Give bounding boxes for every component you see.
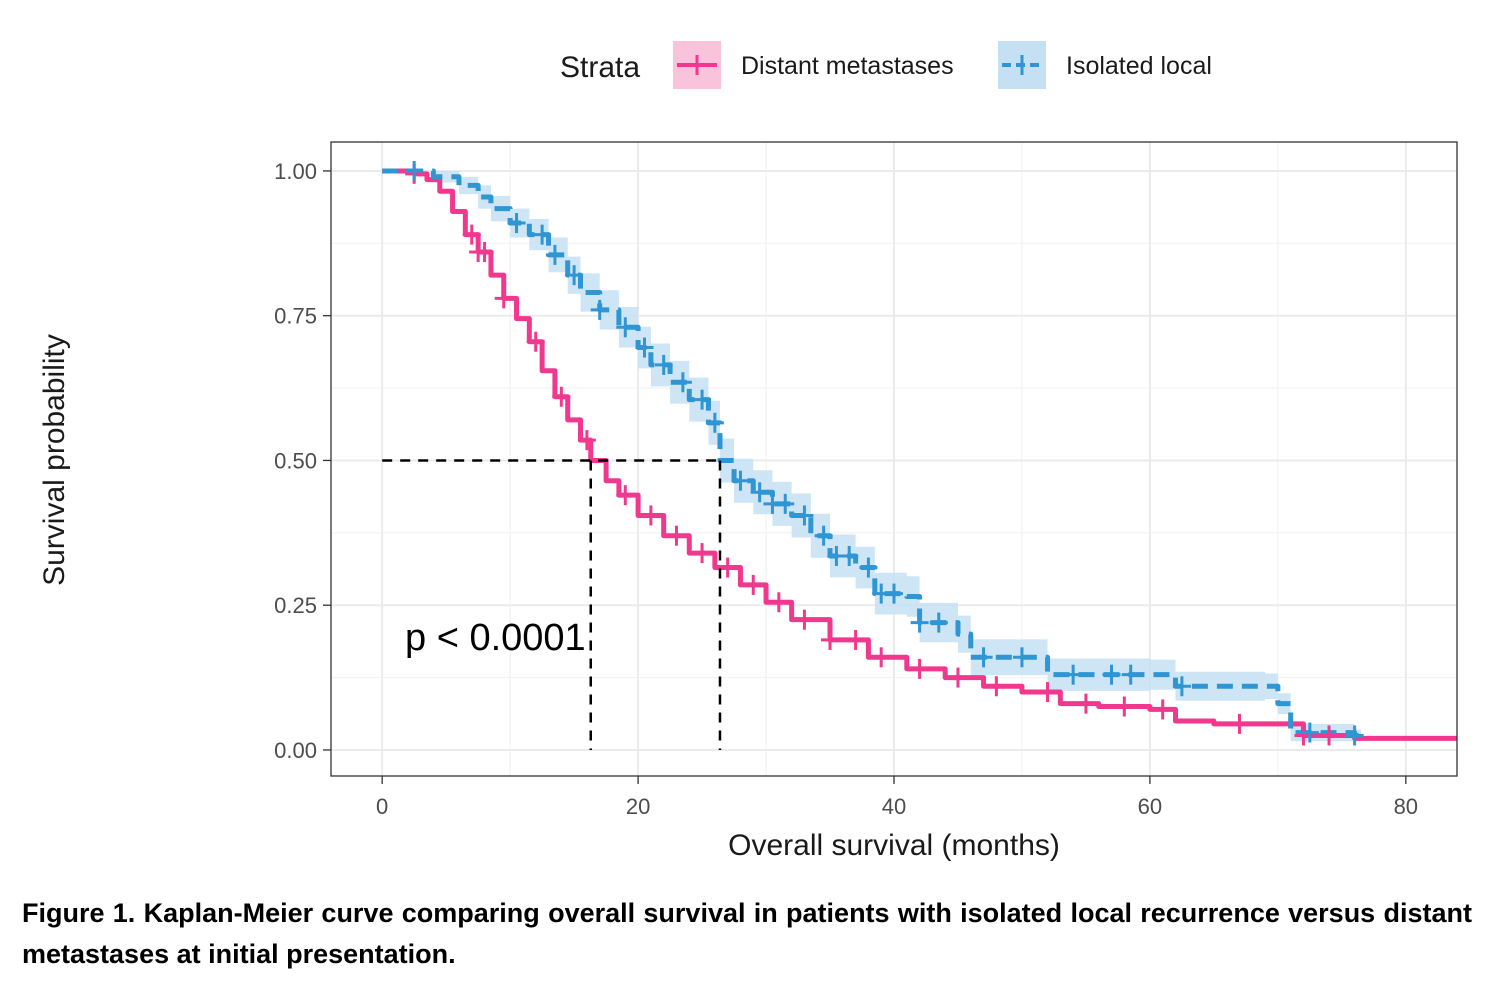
y-axis-title: Survival probability: [38, 334, 71, 586]
legend: Strata Distant metastases Isolated local: [560, 41, 1212, 89]
legend-label-isolated-local: Isolated local: [1066, 52, 1212, 80]
plot-panel: p < 0.0001: [330, 141, 1458, 777]
grid-major: [331, 142, 1457, 776]
median-survival-lines: [382, 459, 722, 750]
ci-band-isolated-local: [382, 170, 1362, 745]
x-tick-label: 80: [1394, 794, 1418, 819]
kaplan-meier-chart: Strata Distant metastases Isolated local…: [38, 41, 1458, 862]
x-tick-label: 20: [626, 794, 650, 819]
figure-caption: Figure 1. Kaplan-Meier curve comparing o…: [22, 898, 1472, 969]
y-tick-label: 1.00: [274, 159, 317, 184]
x-axis-title: Overall survival (months): [728, 829, 1060, 862]
y-tick-label: 0.75: [274, 304, 317, 329]
x-tick-label: 60: [1138, 794, 1162, 819]
curve-isolated-local: [382, 168, 1364, 739]
p-value-annotation: p < 0.0001: [405, 617, 586, 659]
y-tick-label: 0.00: [274, 738, 317, 763]
x-tick-label: 40: [882, 794, 906, 819]
x-tick-label: 0: [376, 794, 388, 819]
y-tick-label: 0.50: [274, 448, 317, 473]
confidence-bands: [382, 170, 1362, 745]
legend-label-distant-metastases: Distant metastases: [741, 52, 954, 80]
y-tick-label: 0.25: [274, 593, 317, 618]
legend-title: Strata: [560, 51, 640, 84]
y-axis: 0.00 0.25 0.50 0.75 1.00: [274, 159, 331, 763]
censor-marks: [405, 160, 1364, 746]
x-axis: 0 20 40 60 80: [376, 776, 1418, 819]
